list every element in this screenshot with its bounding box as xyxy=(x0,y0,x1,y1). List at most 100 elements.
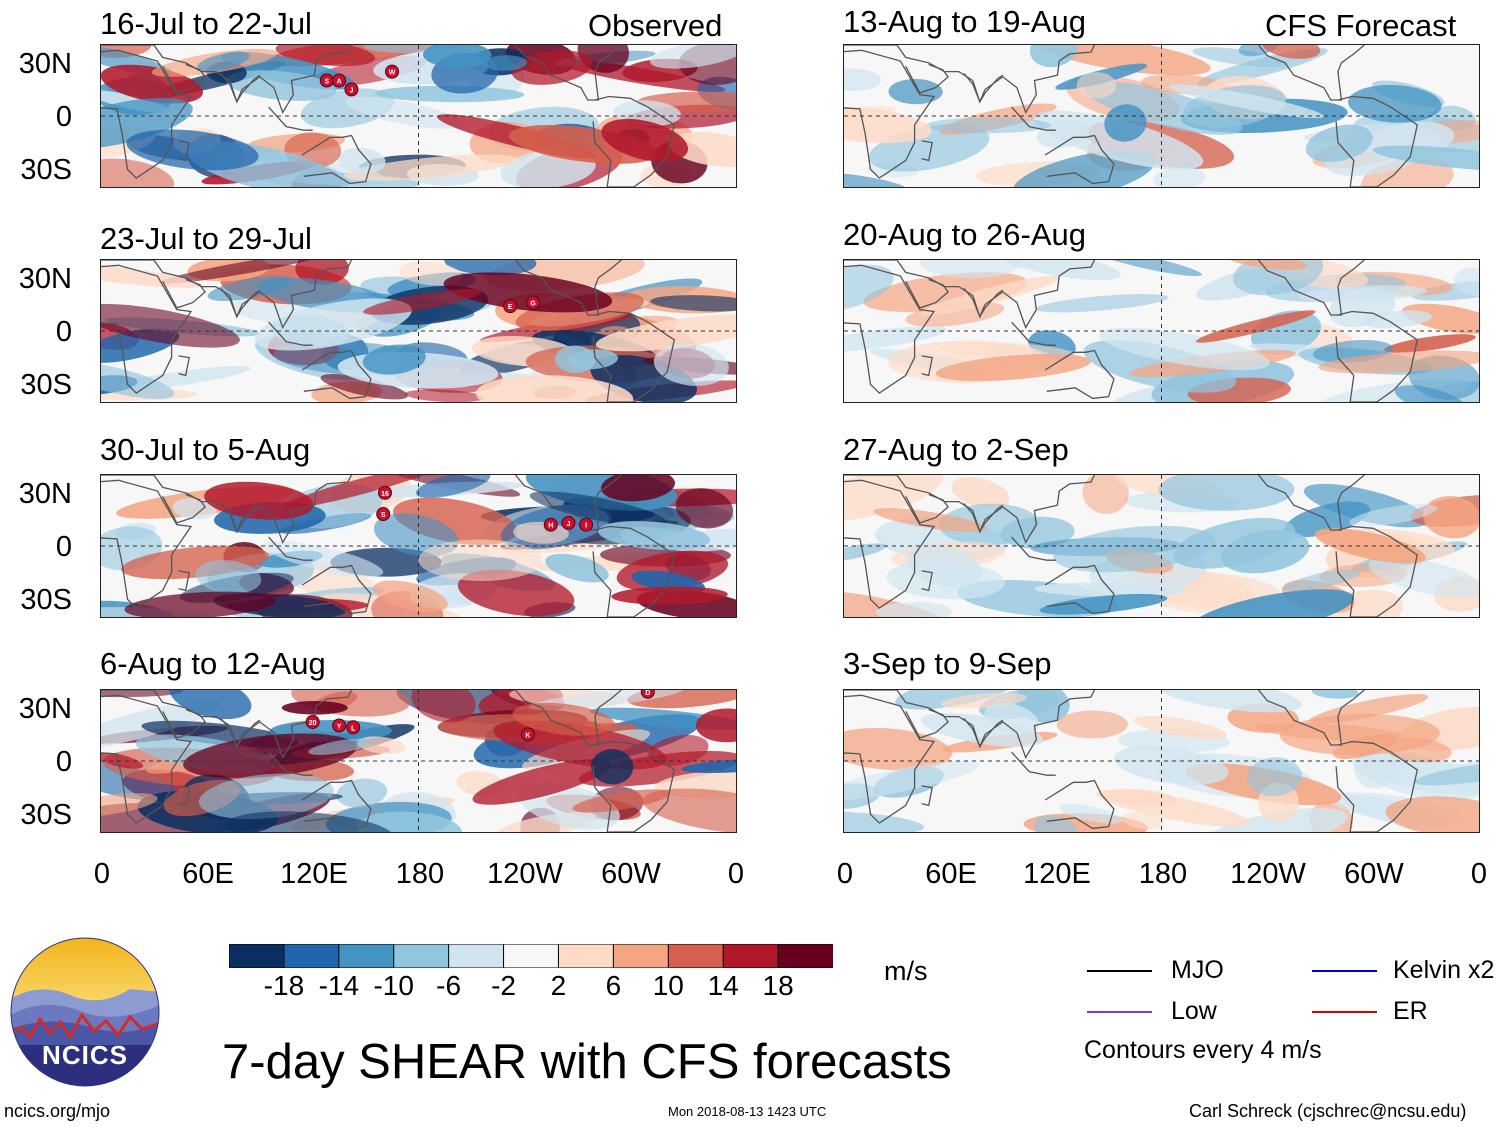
coastline xyxy=(101,690,353,760)
storm-marker: K xyxy=(520,727,535,742)
shear-anomaly-blob xyxy=(356,811,462,832)
shear-anomaly-blob xyxy=(668,132,736,167)
panel-tag-observed: Observed xyxy=(588,8,723,43)
footer-url[interactable]: ncics.org/mjo xyxy=(4,1101,111,1121)
shear-anomaly-blob xyxy=(281,700,348,715)
shear-anomaly-blob xyxy=(886,560,1005,600)
colorbar-tick-label: -18 xyxy=(263,970,305,1001)
coastline xyxy=(220,287,261,319)
shear-anomaly-blob xyxy=(545,553,609,583)
shear-anomaly-blob xyxy=(475,375,634,402)
shear-anomaly-blob xyxy=(844,264,894,312)
shear-anomaly-blob xyxy=(695,708,736,743)
shear-anomaly-blob xyxy=(101,303,240,348)
shear-anomaly-blob xyxy=(1157,690,1302,713)
shear-anomaly-blob xyxy=(101,361,175,399)
shear-anomaly-blob xyxy=(373,580,448,613)
shear-anomaly-blob xyxy=(1056,710,1128,739)
shear-anomaly-blob xyxy=(1349,503,1438,527)
shear-anomaly-blob xyxy=(101,690,184,698)
panel-title-obs-2: 23-Jul to 29-Jul xyxy=(100,221,312,256)
coastline xyxy=(1044,779,1115,830)
lon-label-60w: 60W xyxy=(601,858,661,890)
legend-label-mjo: MJO xyxy=(1171,956,1224,984)
shear-anomaly-blob xyxy=(919,260,1023,279)
shear-anomaly-blob xyxy=(1423,495,1479,539)
coastline xyxy=(963,502,1004,534)
colorbar xyxy=(228,943,834,969)
coastline xyxy=(101,260,353,330)
storm-marker-label: D xyxy=(645,690,650,697)
footer-timestamp: Mon 2018-08-13 1423 UTC xyxy=(668,1104,827,1119)
colorbar-swatch xyxy=(393,943,450,969)
shear-anomaly-blob xyxy=(675,488,734,529)
storm-marker-label: K xyxy=(525,732,530,739)
storm-marker-label: E xyxy=(508,304,513,311)
main-title: 7-day SHEAR with CFS forecasts xyxy=(222,1035,952,1089)
shear-anomaly-blob xyxy=(169,690,252,720)
storm-marker-icon xyxy=(385,64,400,79)
shear-anomaly-blob xyxy=(1053,525,1216,573)
storm-marker: 20 xyxy=(305,714,320,729)
lat-label-30s: 30S xyxy=(20,584,72,616)
shear-anomaly-blob xyxy=(1036,45,1211,76)
coastline xyxy=(514,45,622,101)
lat-label-0: 0 xyxy=(55,101,72,133)
colorbar-tick-label: -14 xyxy=(318,970,360,1001)
storm-marker-icon xyxy=(526,295,541,310)
coastline xyxy=(178,140,190,162)
coastline xyxy=(301,779,372,830)
colorbar-tick-label: 2 xyxy=(550,970,567,1001)
panel-title-obs-1: 16-Jul to 22-Jul xyxy=(100,6,312,41)
coastline xyxy=(1257,690,1365,746)
map-panel-forecast-3 xyxy=(843,474,1480,618)
shear-anomaly-blob xyxy=(320,373,408,400)
coastline xyxy=(844,479,936,609)
colorbar-tick-label: 10 xyxy=(652,970,684,1001)
lon-label-60w: 60W xyxy=(1344,858,1404,890)
shear-anomaly-blob xyxy=(1029,45,1078,68)
shear-anomaly-blob xyxy=(1318,350,1479,374)
colorbar-swatch xyxy=(722,943,780,969)
coastline xyxy=(162,708,206,739)
legend-line-low xyxy=(1087,1011,1152,1013)
coastline xyxy=(220,502,261,534)
lon-label-60e: 60E xyxy=(182,858,234,890)
shear-anomaly-blob xyxy=(649,45,736,69)
shear-anomaly-blob xyxy=(1384,334,1476,353)
lon-label-120w: 120W xyxy=(487,858,563,890)
colorbar-swatch xyxy=(503,943,560,969)
coastline xyxy=(1335,95,1419,187)
coastline xyxy=(301,349,372,400)
coastline xyxy=(1011,536,1056,561)
colorbar-tick-label: -6 xyxy=(436,970,462,1001)
panel-title-fc-3: 27-Aug to 2-Sep xyxy=(843,432,1069,467)
colorbar-swatch xyxy=(777,943,834,969)
coastline xyxy=(844,260,1096,330)
shear-anomaly-blob xyxy=(627,690,736,709)
map-panel-observed-3: 16 S H J I xyxy=(100,474,737,618)
shear-anomaly-blob xyxy=(844,728,952,771)
lat-label-30s: 30S xyxy=(20,369,72,401)
shear-anomaly-blob xyxy=(844,543,887,562)
storm-marker: I xyxy=(579,517,594,532)
storm-marker: W xyxy=(385,64,400,79)
lon-label-0-end: 0 xyxy=(727,858,745,890)
coastline xyxy=(1044,564,1115,615)
coastline xyxy=(101,479,193,609)
panel-title-obs-4: 6-Aug to 12-Aug xyxy=(100,646,326,681)
shear-anomaly-blob xyxy=(1195,808,1348,832)
coastline xyxy=(905,278,949,309)
coastline xyxy=(1011,751,1056,776)
storm-marker: J xyxy=(561,515,576,530)
coastline xyxy=(514,260,622,316)
coastline xyxy=(844,694,936,824)
shear-field-map xyxy=(844,260,1479,402)
shear-anomaly-blob xyxy=(935,353,1092,382)
coastline xyxy=(101,264,193,394)
shear-anomaly-blob xyxy=(1195,310,1316,343)
shear-anomaly-blob xyxy=(1395,385,1467,402)
coastline xyxy=(1044,134,1115,185)
shear-anomaly-blob xyxy=(101,793,158,817)
coastline xyxy=(268,751,313,776)
